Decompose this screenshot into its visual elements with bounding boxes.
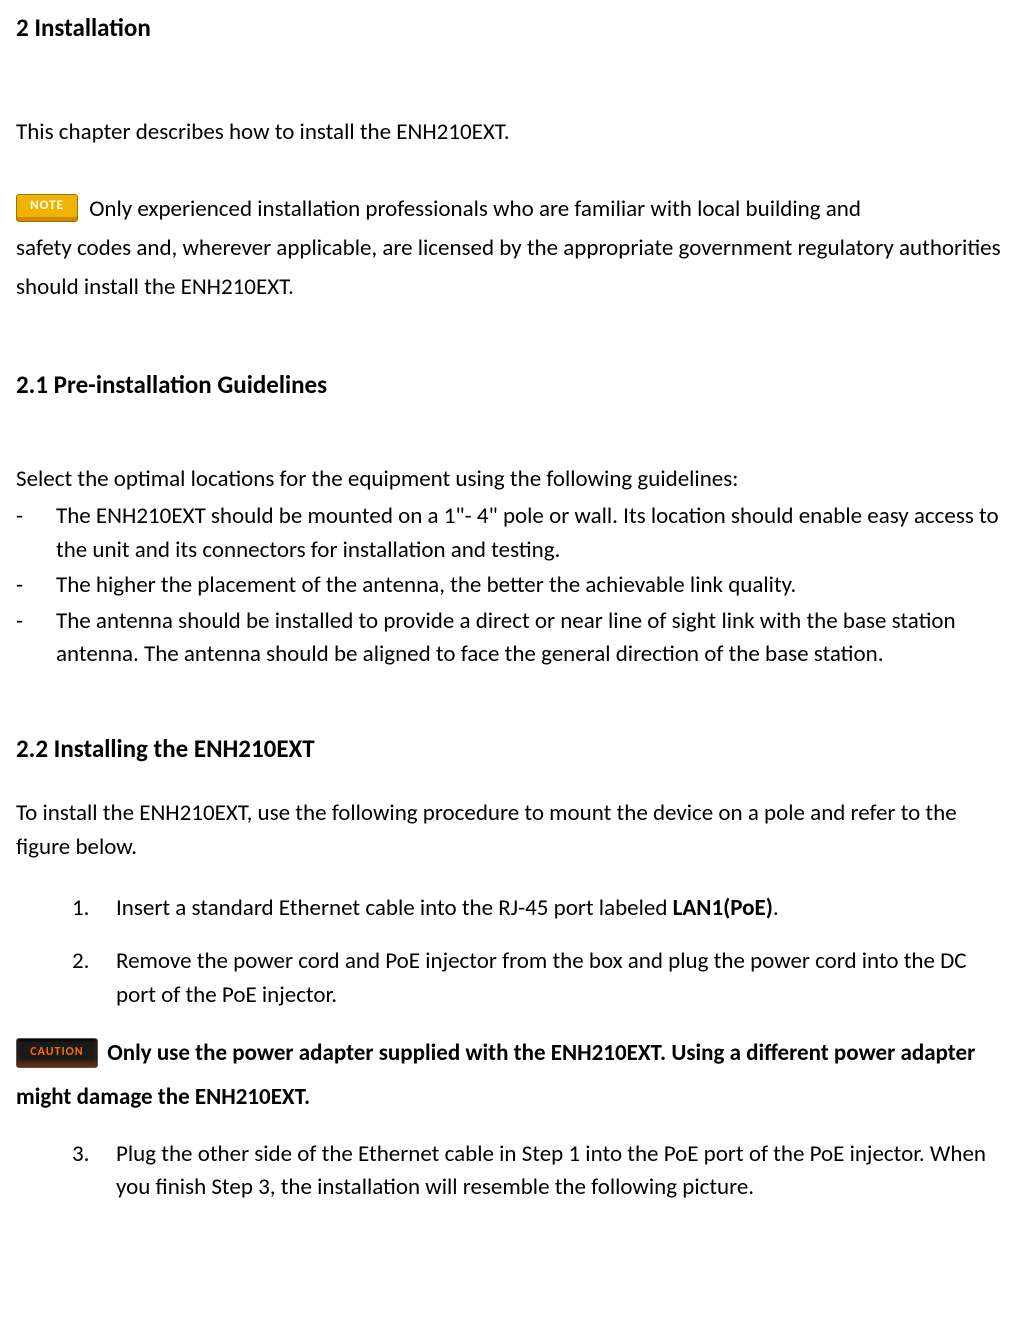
list-item: - The higher the placement of the antenn… <box>16 569 1011 602</box>
subsection-1-title: 2.1 Pre-installation Guidelines <box>16 367 1011 403</box>
subsection-2-intro: To install the ENH210EXT, use the follow… <box>16 797 1011 864</box>
note-text-line2: safety codes and, wherever applicable, a… <box>16 234 1001 301</box>
step-text-pre: Plug the other side of the Ethernet cabl… <box>116 1140 986 1201</box>
section-title: 2 Installation <box>16 10 1011 46</box>
step-item: 2. Remove the power cord and PoE injecto… <box>72 945 1011 1012</box>
guidelines-intro: Select the optimal locations for the equ… <box>16 463 1011 496</box>
caution-text: Only use the power adapter supplied with… <box>16 1039 975 1111</box>
list-item: - The antenna should be installed to pro… <box>16 605 1011 672</box>
dash-marker: - <box>16 569 56 602</box>
caution-icon: CAUTION <box>16 1038 98 1068</box>
step-number: 2. <box>72 945 116 1012</box>
list-item: - The ENH210EXT should be mounted on a 1… <box>16 500 1011 567</box>
guidelines-list: - The ENH210EXT should be mounted on a 1… <box>16 500 1011 671</box>
step-number: 3. <box>72 1138 116 1205</box>
step-text: Remove the power cord and PoE injector f… <box>116 945 1011 1012</box>
note-paragraph: NOTE Only experienced installation profe… <box>16 190 1011 307</box>
step-text: Plug the other side of the Ethernet cabl… <box>116 1138 1011 1205</box>
caution-paragraph: CAUTION Only use the power adapter suppl… <box>16 1032 1011 1119</box>
steps-list-continued: 3. Plug the other side of the Ethernet c… <box>16 1138 1011 1205</box>
list-item-text: The higher the placement of the antenna,… <box>56 569 1011 602</box>
steps-list: 1. Insert a standard Ethernet cable into… <box>16 892 1011 1012</box>
section-intro: This chapter describes how to install th… <box>16 116 1011 149</box>
subsection-2-title: 2.2 Installing the ENH210EXT <box>16 731 1011 767</box>
step-number: 1. <box>72 892 116 925</box>
step-item: 3. Plug the other side of the Ethernet c… <box>72 1138 1011 1205</box>
list-item-text: The ENH210EXT should be mounted on a 1"-… <box>56 500 1011 567</box>
step-text-post: . <box>773 894 779 922</box>
step-text-pre: Remove the power cord and PoE injector f… <box>116 947 967 1008</box>
list-item-text: The antenna should be installed to provi… <box>56 605 1011 672</box>
step-text-bold: LAN1(PoE) <box>673 894 773 922</box>
dash-marker: - <box>16 605 56 672</box>
dash-marker: - <box>16 500 56 567</box>
note-text-line1: Only experienced installation profession… <box>84 195 861 223</box>
step-text-pre: Insert a standard Ethernet cable into th… <box>116 894 673 922</box>
step-text: Insert a standard Ethernet cable into th… <box>116 892 1011 925</box>
note-icon: NOTE <box>16 194 78 222</box>
step-item: 1. Insert a standard Ethernet cable into… <box>72 892 1011 925</box>
